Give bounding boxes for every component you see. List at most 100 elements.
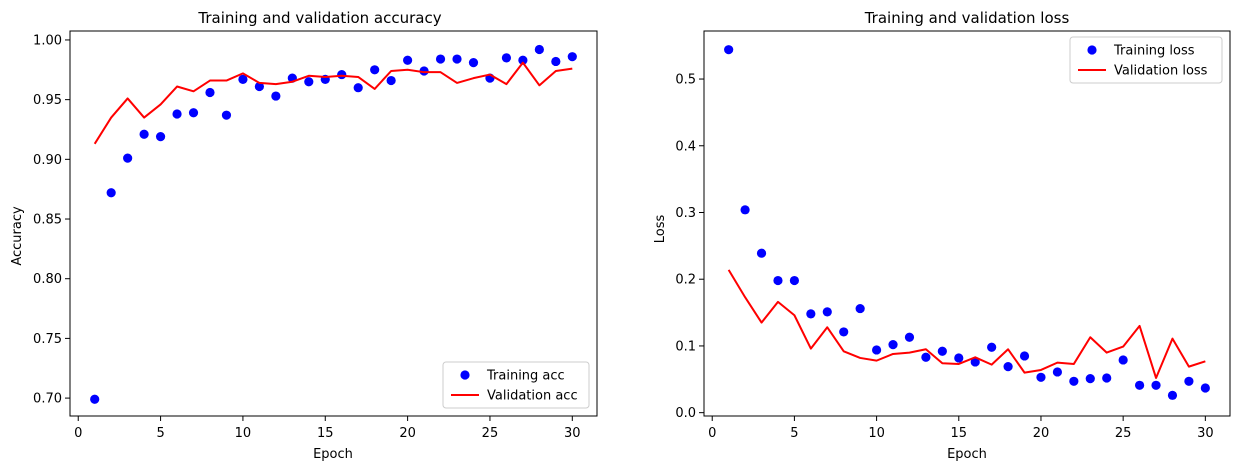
y-axis-label: Accuracy — [10, 206, 25, 266]
data-point — [1118, 355, 1128, 365]
series-line-validation-acc — [93, 61, 573, 145]
x-tick-label: 5 — [156, 426, 164, 441]
data-point — [304, 77, 314, 87]
data-point — [773, 275, 783, 286]
data-point — [1052, 367, 1063, 377]
data-point — [1167, 390, 1178, 400]
data-point — [855, 303, 865, 314]
x-tick-label: 30 — [564, 426, 581, 441]
y-tick-label: 0.4 — [675, 139, 696, 154]
data-point — [551, 56, 561, 67]
data-point — [468, 58, 479, 68]
y-tick-label: 0.0 — [675, 406, 696, 421]
y-tick-label: 0.95 — [33, 93, 62, 108]
x-tick-label: 20 — [1033, 426, 1050, 441]
legend-entry: Validation loss — [1114, 64, 1208, 79]
data-point — [904, 332, 915, 342]
legend-entry: Training loss — [1113, 44, 1195, 59]
data-point — [839, 327, 849, 337]
legend-marker-swatch — [1087, 45, 1097, 55]
data-point — [1019, 351, 1030, 361]
data-point — [1003, 362, 1013, 372]
y-axis-label: Loss — [653, 215, 668, 244]
y-tick-label: 0.5 — [675, 73, 696, 88]
legend-entry: Validation acc — [487, 389, 578, 404]
data-point — [139, 129, 149, 139]
data-point — [254, 81, 264, 92]
data-point — [501, 53, 512, 63]
x-tick-label: 15 — [317, 426, 334, 441]
data-point — [1200, 383, 1210, 393]
data-point — [789, 275, 800, 286]
data-point — [221, 110, 232, 120]
data-point — [1085, 374, 1095, 384]
x-axis-label: Epoch — [947, 447, 987, 462]
loss-chart: Training and validation loss Epoch Loss … — [653, 9, 1231, 462]
data-point — [1036, 372, 1046, 382]
data-point — [822, 307, 832, 317]
x-tick-label: 0 — [74, 426, 82, 441]
data-point — [238, 74, 248, 84]
x-tick-label: 0 — [708, 426, 716, 441]
data-point — [756, 248, 767, 258]
y-tick-label: 0.80 — [33, 272, 62, 287]
y-tick-label: 0.70 — [33, 392, 62, 407]
data-point — [724, 45, 734, 55]
legend-box — [1069, 36, 1223, 84]
x-axis-label: Epoch — [313, 447, 353, 462]
data-point — [435, 54, 446, 64]
x-tick-label: 20 — [399, 426, 416, 441]
data-point — [1151, 380, 1161, 390]
data-point — [370, 65, 380, 75]
legend-marker-swatch — [460, 370, 470, 380]
data-point — [937, 346, 947, 356]
x-tick-label: 5 — [790, 426, 798, 441]
data-point — [155, 132, 166, 142]
data-point — [534, 44, 544, 55]
data-point — [205, 87, 215, 98]
x-tick-label: 25 — [482, 426, 499, 441]
x-tick-label: 10 — [868, 426, 885, 441]
y-tick-label: 0.75 — [33, 332, 62, 347]
data-point — [271, 91, 281, 101]
y-tick-label: 0.2 — [675, 273, 696, 288]
data-point — [888, 340, 898, 350]
accuracy-chart: Training and validation accuracy Epoch A… — [10, 9, 598, 462]
plot-frame — [703, 30, 1231, 417]
data-point — [123, 153, 133, 163]
data-point — [871, 345, 882, 355]
data-point — [403, 55, 413, 65]
data-point — [567, 52, 577, 62]
data-point — [740, 205, 750, 215]
y-tick-label: 1.00 — [33, 33, 62, 48]
data-point — [1102, 373, 1112, 383]
data-point — [970, 357, 980, 367]
data-point — [921, 352, 931, 362]
data-point — [172, 109, 182, 119]
y-tick-label: 0.1 — [675, 339, 696, 354]
data-point — [386, 75, 396, 86]
data-point — [1184, 376, 1194, 386]
data-point — [1069, 376, 1079, 386]
chart-title: Training and validation accuracy — [197, 9, 441, 27]
data-point — [452, 54, 462, 64]
data-point — [1134, 380, 1145, 390]
data-point — [419, 66, 429, 76]
data-point — [337, 69, 347, 80]
data-point — [987, 342, 997, 352]
x-tick-label: 30 — [1197, 426, 1214, 441]
series-line-validation-loss — [727, 269, 1206, 379]
plot-frame — [69, 30, 598, 417]
data-point — [353, 83, 363, 93]
y-tick-label: 0.85 — [33, 213, 62, 228]
chart-title: Training and validation loss — [864, 9, 1070, 27]
data-point — [954, 353, 964, 363]
data-point — [806, 309, 816, 319]
y-tick-label: 0.90 — [33, 153, 62, 168]
data-point — [518, 55, 528, 65]
data-point — [188, 108, 199, 118]
legend: Training loss Validation loss — [1069, 36, 1223, 84]
data-point — [106, 188, 116, 198]
legend-entry: Training acc — [486, 369, 565, 384]
